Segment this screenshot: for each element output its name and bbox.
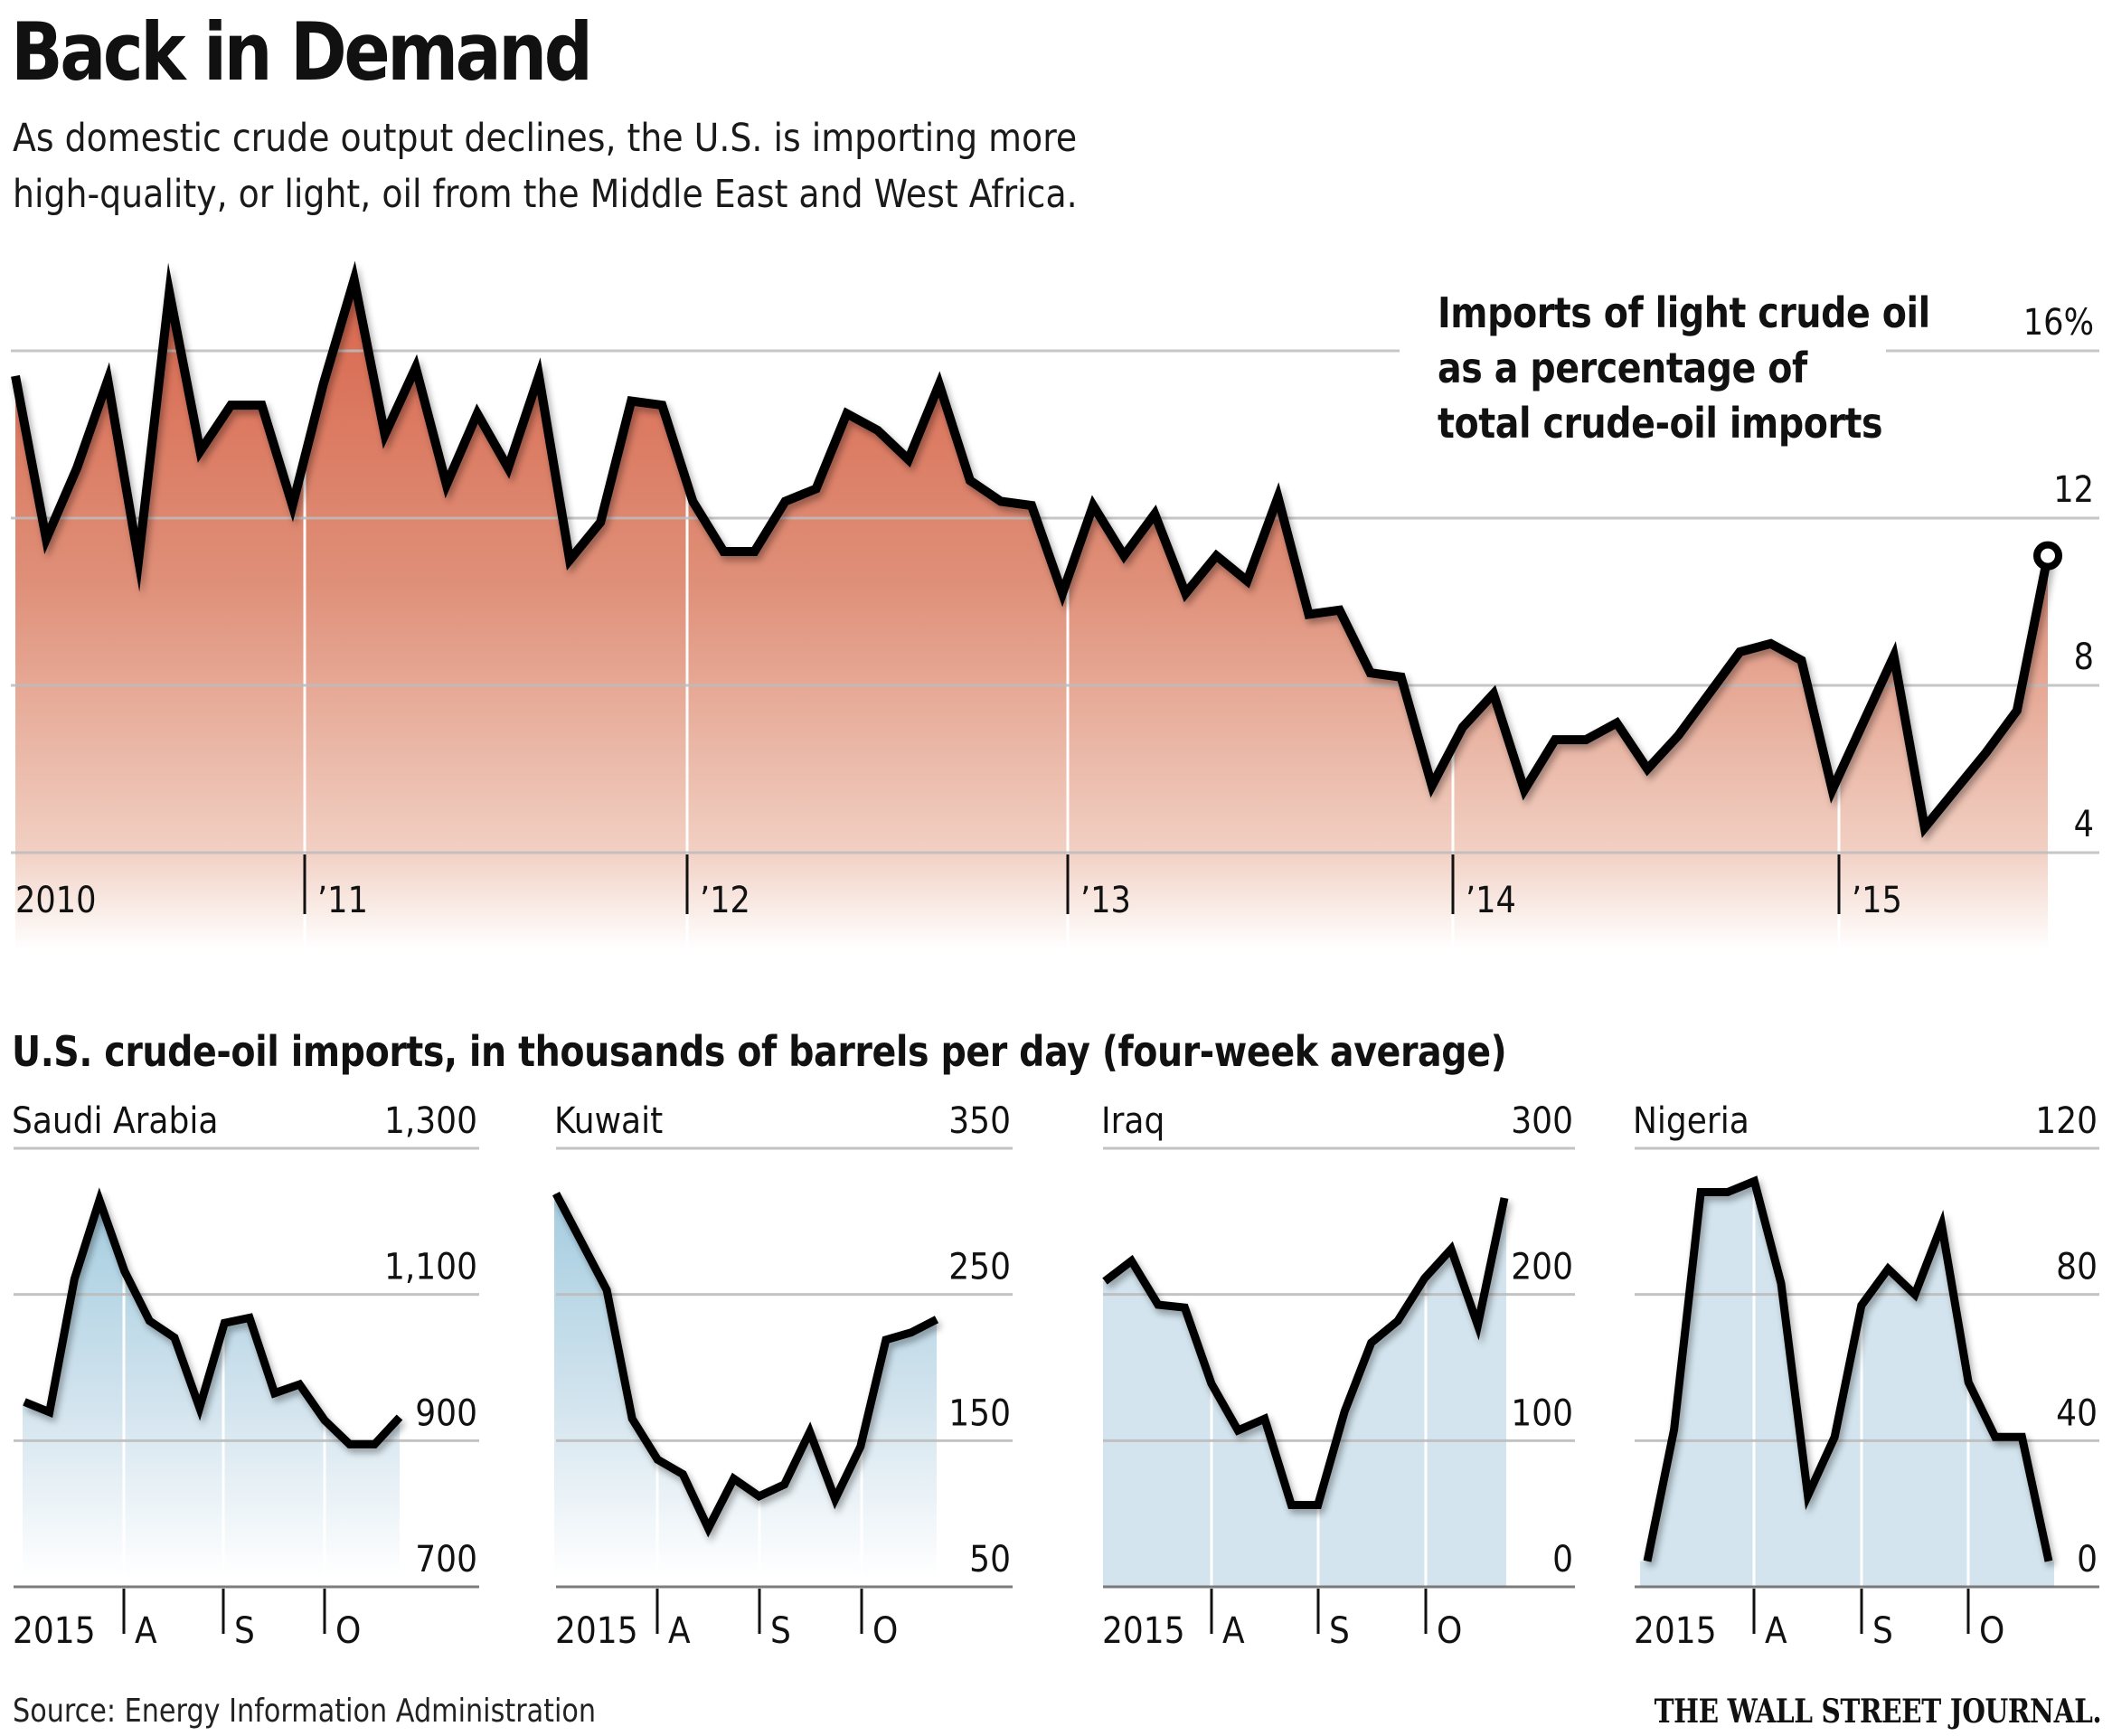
panel-title: Kuwait [554, 1099, 663, 1141]
section-heading: U.S. crude-oil imports, in thousands of … [12, 1027, 1507, 1076]
x-tick-label: ’11 [317, 879, 368, 921]
panel-title: Nigeria [1633, 1099, 1749, 1141]
x-tick-label: S [1872, 1609, 1893, 1651]
x-tick-label: A [1765, 1609, 1787, 1651]
area-fill [1103, 1198, 1506, 1587]
y-tick-label: 8 [2074, 636, 2094, 678]
y-tick-label: 80 [2056, 1246, 2098, 1288]
x-tick-label: 2015 [555, 1609, 638, 1651]
data-line [11, 260, 2052, 838]
data-line [552, 1192, 939, 1538]
x-tick-label: ’15 [1852, 879, 1902, 921]
y-tick-label: 100 [1511, 1392, 1573, 1434]
chart-subtitle: As domestic crude output declines, the U… [13, 110, 1078, 222]
small-multiples: 700 900 1,100 1,300 Saudi Arabia 2015 A S O 50 150… [12, 1099, 2099, 1651]
y-tick-label: 150 [948, 1392, 1011, 1434]
x-tick-label: 2015 [13, 1609, 96, 1651]
x-tick-label: ’12 [700, 879, 750, 921]
source-note: Source: Energy Information Administratio… [13, 1693, 597, 1730]
x-tick-label: O [1437, 1609, 1462, 1651]
area-fill [15, 279, 2048, 949]
x-tick-label: A [668, 1609, 691, 1651]
y-tick-label: 4 [2074, 803, 2094, 845]
y-tick-label: 900 [415, 1392, 477, 1434]
data-line [23, 1187, 403, 1448]
x-tick-label: A [1222, 1609, 1245, 1651]
panel-saudi-arabia: 700 900 1,100 1,300 Saudi Arabia 2015 A S O [12, 1099, 479, 1651]
y-tick-label: 0 [2077, 1538, 2098, 1580]
x-tick-label: O [872, 1609, 898, 1651]
publisher-logo: THE WALL STREET JOURNAL. [1654, 1693, 2101, 1731]
y-tick-label: 120 [2035, 1099, 2098, 1141]
y-tick-label: 0 [1552, 1538, 1573, 1580]
area-fill [554, 1194, 937, 1578]
x-tick-label: 2015 [1634, 1609, 1717, 1651]
y-tick-label: 40 [2056, 1392, 2098, 1434]
chart-title: Back in Demand [11, 5, 593, 99]
x-tick-label: 2015 [1102, 1609, 1185, 1651]
x-tick-label: S [770, 1609, 791, 1651]
subtitle-line: high-quality, or light, oil from the Mid… [13, 172, 1078, 217]
panel-title: Iraq [1101, 1099, 1164, 1141]
x-tick-label: A [135, 1609, 157, 1651]
panel-iraq: 0 100 200 300 Iraq 2015 A S O [1101, 1099, 1575, 1651]
y-tick-label: 12 [2053, 468, 2094, 511]
panel-kuwait: 50 150 250 350 Kuwait 2015 A S O [552, 1099, 1013, 1651]
annotation-line: as a percentage of [1438, 344, 1807, 392]
y-tick-label: 350 [948, 1099, 1011, 1141]
annotation-line: total crude-oil imports [1438, 399, 1883, 448]
latest-value-marker [2033, 541, 2062, 571]
x-tick-label: ’14 [1466, 879, 1516, 921]
x-tick-label: O [1979, 1609, 2004, 1651]
y-tick-label: 700 [415, 1538, 477, 1580]
annotation-line: Imports of light crude oil [1438, 288, 1930, 337]
y-tick-label: 300 [1511, 1099, 1573, 1141]
x-tick-label: S [234, 1609, 255, 1651]
panel-nigeria: 0 40 80 120 Nigeria 2015 A S O [1633, 1099, 2099, 1651]
chart-annotation: Imports of light crude oil as a percenta… [1438, 286, 1930, 451]
data-line [1102, 1197, 1509, 1509]
x-tick-label: O [335, 1609, 361, 1651]
data-line [1643, 1175, 2053, 1562]
x-tick-label: S [1329, 1609, 1350, 1651]
x-tick-label: ’13 [1080, 879, 1131, 921]
top-chart: 4 8 12 16% 2010 ’11 ’12 ’13 ’14 ’15 [11, 260, 2099, 949]
y-tick-label: 200 [1511, 1246, 1573, 1288]
y-tick-label: 250 [948, 1246, 1011, 1288]
y-tick-label: 1,300 [384, 1099, 477, 1141]
y-tick-label: 50 [969, 1538, 1011, 1580]
subtitle-line: As domestic crude output declines, the U… [13, 116, 1078, 161]
y-tick-label: 16% [2023, 301, 2094, 344]
panel-title: Saudi Arabia [12, 1099, 218, 1141]
y-tick-label: 1,100 [384, 1246, 477, 1288]
x-tick-label: 2010 [15, 879, 97, 921]
